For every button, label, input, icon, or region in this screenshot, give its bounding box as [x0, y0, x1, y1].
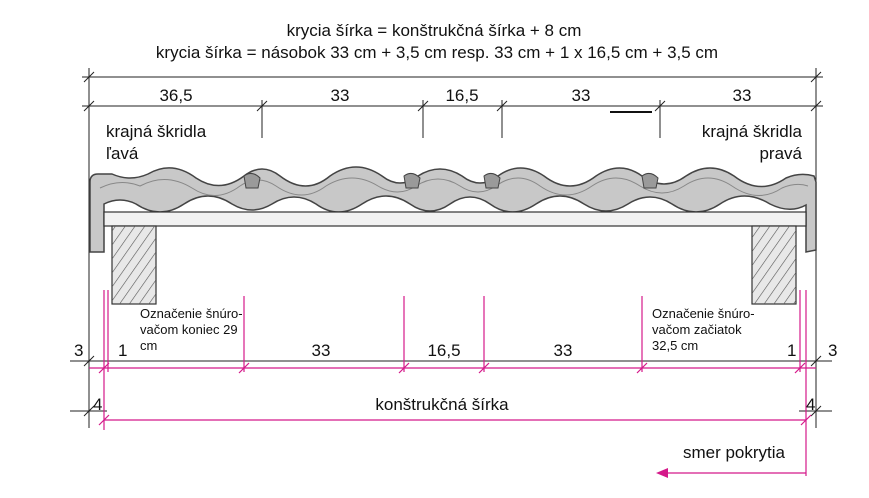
- construction-right-offset: 4: [806, 395, 815, 414]
- marking-right-2: vačom začiatok: [652, 322, 742, 337]
- direction-arrow: [656, 468, 806, 478]
- marking-left-2: vačom koniec 29: [140, 322, 238, 337]
- chalk-line-marks: [89, 290, 816, 476]
- roof-batten: [103, 211, 807, 227]
- top-dim-5: 33: [733, 86, 752, 105]
- marking-left-3: cm: [140, 338, 157, 353]
- roof-tile-profile: [89, 166, 817, 253]
- direction-label: smer pokrytia: [683, 443, 786, 462]
- marking-right-3: 32,5 cm: [652, 338, 698, 353]
- bottom-dim-seg-1: 33: [312, 341, 331, 360]
- bottom-dim-seg-2: 16,5: [427, 341, 460, 360]
- top-dim-4: 33: [572, 86, 591, 105]
- top-dimension-line: [82, 68, 823, 290]
- top-dim-3: 16,5: [445, 86, 478, 105]
- bottom-dim-left-inner: 1: [118, 341, 127, 360]
- right-edge-tile-label-2: pravá: [759, 144, 802, 163]
- construction-width-label: konštrukčná šírka: [375, 395, 509, 414]
- bottom-dimension-line: [70, 290, 832, 428]
- bottom-dim-left-outer: 3: [74, 341, 83, 360]
- marking-left-1: Označenie šnúro-: [140, 306, 243, 321]
- top-dim-2: 33: [331, 86, 350, 105]
- bottom-dim-seg-3: 33: [554, 341, 573, 360]
- right-rafter: [751, 225, 797, 305]
- top-dim-1: 36,5: [159, 86, 192, 105]
- construction-left-offset: 4: [93, 395, 102, 414]
- left-rafter: [111, 225, 157, 305]
- bottom-dim-right-inner: 1: [787, 341, 796, 360]
- right-edge-tile-label-1: krajná škridla: [702, 122, 803, 141]
- marking-right-1: Označenie šnúro-: [652, 306, 755, 321]
- formula-line-1: krycia šírka = konštrukčná šírka + 8 cm: [287, 21, 582, 40]
- left-edge-tile-label-1: krajná škridla: [106, 122, 207, 141]
- formula-line-2: krycia šírka = násobok 33 cm + 3,5 cm re…: [156, 43, 718, 62]
- left-edge-tile-label-2: ľavá: [106, 144, 139, 163]
- bottom-dim-right-outer: 3: [828, 341, 837, 360]
